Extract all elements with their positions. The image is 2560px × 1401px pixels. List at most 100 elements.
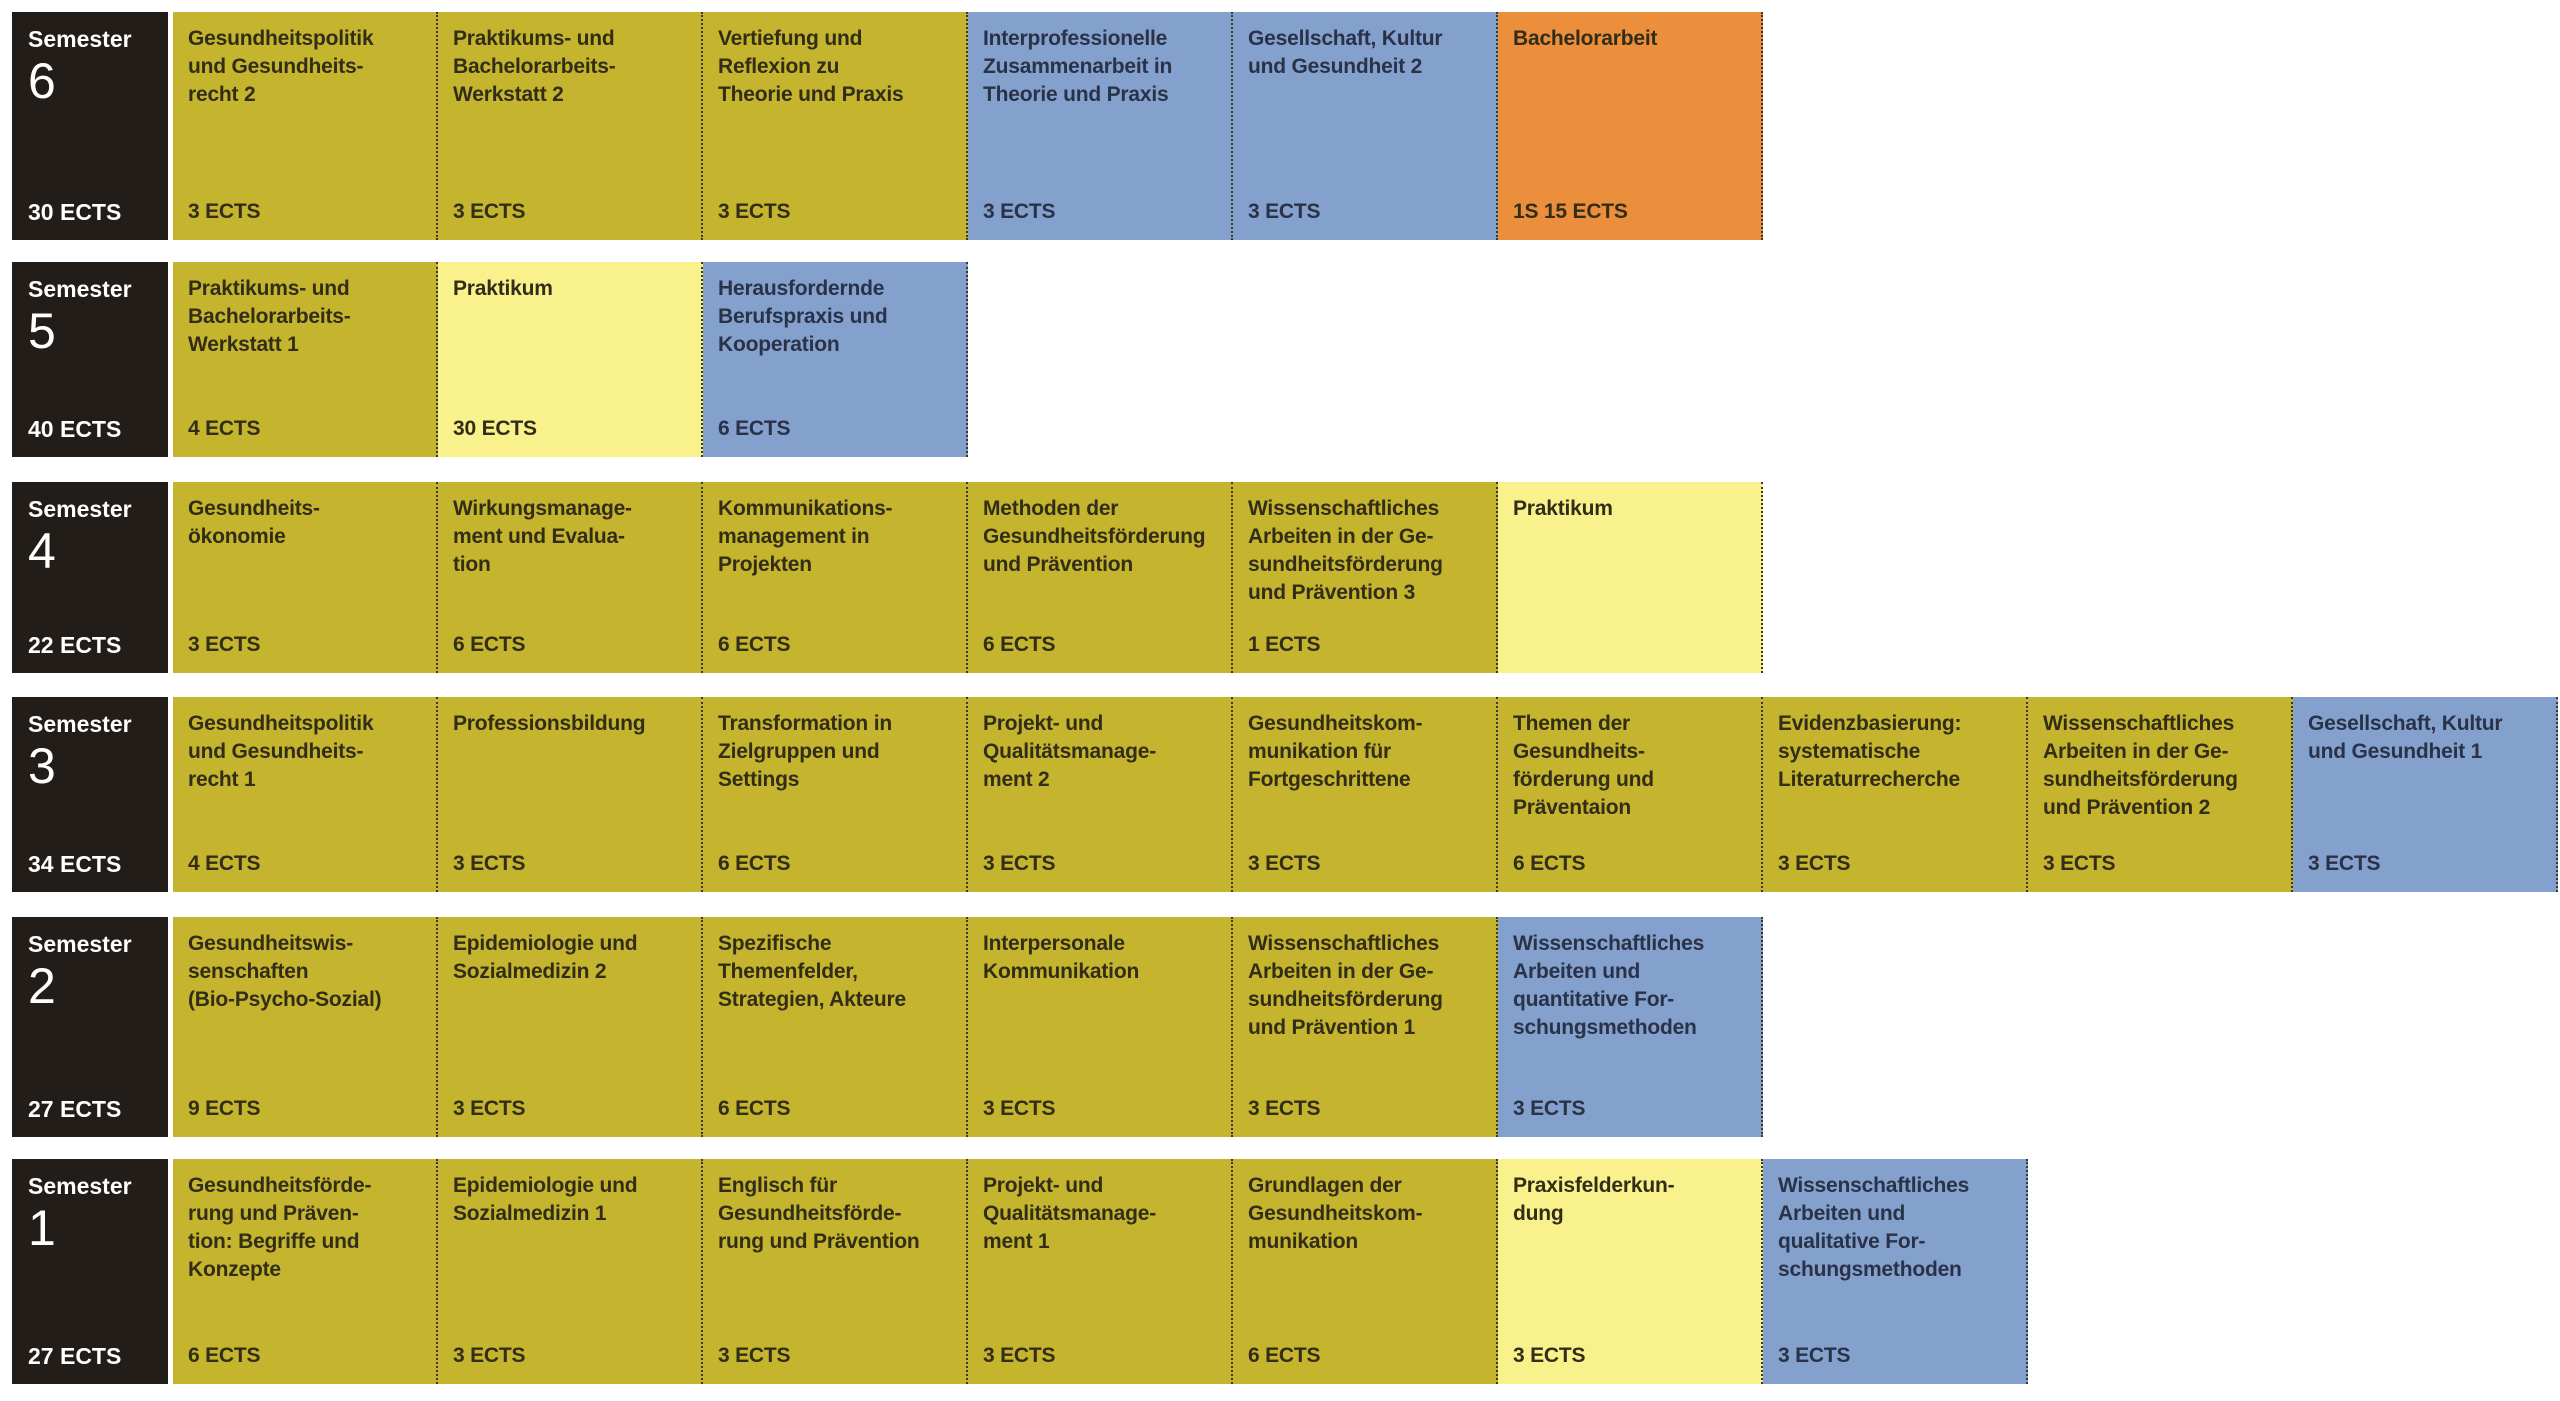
module-ects: 3 ECTS bbox=[1778, 1344, 1851, 1367]
module-ects: 6 ECTS bbox=[188, 1344, 261, 1367]
module-card: Herausfordernde Berufspraxis und Koopera… bbox=[703, 262, 968, 457]
module-title: Praxisfelderkun- dung bbox=[1513, 1174, 1675, 1225]
module-ects: 6 ECTS bbox=[718, 852, 791, 875]
module-ects: 3 ECTS bbox=[983, 1097, 1056, 1120]
module-ects: 3 ECTS bbox=[1778, 852, 1851, 875]
module-title: Bachelorarbeit bbox=[1513, 27, 1658, 50]
semester-label-box: Semester 3 34 ECTS bbox=[12, 697, 168, 892]
semester-number: 6 bbox=[28, 53, 56, 109]
module-ects: 4 ECTS bbox=[188, 417, 261, 440]
module-title: Praktikum bbox=[1513, 497, 1613, 520]
module-title: Professionsbildung bbox=[453, 712, 646, 735]
semester-total-ects: 22 ECTS bbox=[28, 632, 122, 658]
module-title: Gesundheitspolitik und Gesundheits- rech… bbox=[188, 712, 374, 791]
module-card: Spezifische Themenfelder, Strategien, Ak… bbox=[703, 917, 968, 1137]
module-ects: 3 ECTS bbox=[1248, 852, 1321, 875]
module-title: Englisch für Gesundheitsförde- rung und … bbox=[718, 1174, 920, 1253]
semester-row-4: Semester 4 22 ECTS Gesundheits- ökonomie… bbox=[12, 482, 2560, 673]
module-title: Wirkungsmanage- ment und Evalua- tion bbox=[453, 497, 632, 576]
semester-word: Semester bbox=[28, 496, 132, 522]
module-ects: 6 ECTS bbox=[718, 1097, 791, 1120]
module-title: Kommunikations- management in Projekten bbox=[718, 497, 893, 576]
semester-row-3: Semester 3 34 ECTS Gesundheitspolitik un… bbox=[12, 697, 2560, 892]
module-title: Gesundheitsförde- rung und Präven- tion:… bbox=[188, 1174, 372, 1281]
module-title: Gesundheitspolitik und Gesundheits- rech… bbox=[188, 27, 374, 106]
module-card: Gesundheitspolitik und Gesundheits- rech… bbox=[173, 12, 438, 240]
semester-word: Semester bbox=[28, 276, 132, 302]
module-card: Wissenschaftliches Arbeiten in der Ge- s… bbox=[1233, 917, 1498, 1137]
module-title: Transformation in Zielgruppen und Settin… bbox=[718, 712, 892, 791]
module-card: Wissenschaftliches Arbeiten in der Ge- s… bbox=[2028, 697, 2293, 892]
module-title: Herausfordernde Berufspraxis und Koopera… bbox=[718, 277, 888, 356]
semester-number: 2 bbox=[28, 958, 56, 1014]
module-card: Bachelorarbeit 1S 15 ECTS bbox=[1498, 12, 1763, 240]
module-card: Themen der Gesundheits- förderung und Pr… bbox=[1498, 697, 1763, 892]
module-card: Praxisfelderkun- dung 3 ECTS bbox=[1498, 1159, 1763, 1384]
semester-number: 5 bbox=[28, 303, 56, 359]
module-title: Vertiefung und Reflexion zu Theorie und … bbox=[718, 27, 904, 106]
module-card: Gesundheitspolitik und Gesundheits- rech… bbox=[173, 697, 438, 892]
module-card: Gesundheitsförde- rung und Präven- tion:… bbox=[173, 1159, 438, 1384]
semester-total-ects: 30 ECTS bbox=[28, 199, 122, 225]
module-title: Praktikums- und Bachelorarbeits- Werksta… bbox=[453, 27, 616, 106]
module-card: Wissenschaftliches Arbeiten und quantita… bbox=[1498, 917, 1763, 1137]
module-card: Praktikums- und Bachelorarbeits- Werksta… bbox=[438, 12, 703, 240]
module-ects: 3 ECTS bbox=[188, 200, 261, 223]
module-card: Gesundheitswis- senschaften (Bio-Psycho-… bbox=[173, 917, 438, 1137]
semester-label-box: Semester 1 27 ECTS bbox=[12, 1159, 168, 1384]
module-card: Englisch für Gesundheitsförde- rung und … bbox=[703, 1159, 968, 1384]
module-ects: 6 ECTS bbox=[718, 633, 791, 656]
module-ects: 3 ECTS bbox=[983, 200, 1056, 223]
module-card: Wirkungsmanage- ment und Evalua- tion 6 … bbox=[438, 482, 703, 673]
module-ects: 3 ECTS bbox=[453, 1344, 526, 1367]
module-ects: 6 ECTS bbox=[453, 633, 526, 656]
module-card: Gesundheits- ökonomie 3 ECTS bbox=[173, 482, 438, 673]
module-card: Grundlagen der Gesundheitskom- munikatio… bbox=[1233, 1159, 1498, 1384]
module-card: Wissenschaftliches Arbeiten und qualitat… bbox=[1763, 1159, 2028, 1384]
module-card: Epidemiologie und Sozialmedizin 2 3 ECTS bbox=[438, 917, 703, 1137]
module-ects: 6 ECTS bbox=[1513, 852, 1586, 875]
module-card: Projekt- und Qualitätsmanage- ment 1 3 E… bbox=[968, 1159, 1233, 1384]
semester-word: Semester bbox=[28, 1173, 132, 1199]
module-card: Praktikums- und Bachelorarbeits- Werksta… bbox=[173, 262, 438, 457]
module-title: Spezifische Themenfelder, Strategien, Ak… bbox=[718, 932, 906, 1011]
module-ects: 3 ECTS bbox=[453, 852, 526, 875]
module-card: Methoden der Gesundheitsförderung und Pr… bbox=[968, 482, 1233, 673]
module-title: Epidemiologie und Sozialmedizin 2 bbox=[453, 932, 638, 983]
semester-number: 3 bbox=[28, 738, 56, 794]
module-title: Wissenschaftliches Arbeiten in der Ge- s… bbox=[1248, 932, 1443, 1039]
module-ects: 3 ECTS bbox=[2308, 852, 2381, 875]
module-title: Evidenzbasierung: systematische Literatu… bbox=[1778, 712, 1962, 791]
module-card: Praktikum bbox=[1498, 482, 1763, 673]
module-card: Gesundheitskom- munikation für Fortgesch… bbox=[1233, 697, 1498, 892]
module-card: Kommunikations- management in Projekten … bbox=[703, 482, 968, 673]
module-card: Interprofessionelle Zusammenarbeit in Th… bbox=[968, 12, 1233, 240]
module-card: Gesellschaft, Kultur und Gesundheit 2 3 … bbox=[1233, 12, 1498, 240]
semester-label-box: Semester 2 27 ECTS bbox=[12, 917, 168, 1137]
module-ects: 3 ECTS bbox=[1513, 1344, 1586, 1367]
module-ects: 3 ECTS bbox=[2043, 852, 2116, 875]
module-title: Gesundheitswis- senschaften (Bio-Psycho-… bbox=[188, 932, 382, 1011]
module-title: Grundlagen der Gesundheitskom- munikatio… bbox=[1248, 1174, 1423, 1253]
module-card: Praktikum 30 ECTS bbox=[438, 262, 703, 457]
module-title: Gesundheits- ökonomie bbox=[188, 497, 320, 548]
semester-word: Semester bbox=[28, 931, 132, 957]
module-card: Gesellschaft, Kultur und Gesundheit 1 3 … bbox=[2293, 697, 2558, 892]
module-ects: 3 ECTS bbox=[983, 852, 1056, 875]
module-title: Interpersonale Kommunikation bbox=[983, 932, 1140, 983]
module-ects: 6 ECTS bbox=[983, 633, 1056, 656]
module-card: Epidemiologie und Sozialmedizin 1 3 ECTS bbox=[438, 1159, 703, 1384]
module-ects: 3 ECTS bbox=[1248, 200, 1321, 223]
module-title: Projekt- und Qualitätsmanage- ment 1 bbox=[983, 1174, 1157, 1253]
semester-number: 4 bbox=[28, 523, 56, 579]
module-ects: 3 ECTS bbox=[1513, 1097, 1586, 1120]
module-card: Vertiefung und Reflexion zu Theorie und … bbox=[703, 12, 968, 240]
module-card: Projekt- und Qualitätsmanage- ment 2 3 E… bbox=[968, 697, 1233, 892]
module-title: Praktikum bbox=[453, 277, 553, 300]
semester-total-ects: 27 ECTS bbox=[28, 1096, 122, 1122]
semester-row-6: Semester 6 30 ECTS Gesundheitspolitik un… bbox=[12, 12, 2560, 240]
module-ects: 4 ECTS bbox=[188, 852, 261, 875]
module-ects: 3 ECTS bbox=[453, 1097, 526, 1120]
module-ects: 3 ECTS bbox=[188, 633, 261, 656]
